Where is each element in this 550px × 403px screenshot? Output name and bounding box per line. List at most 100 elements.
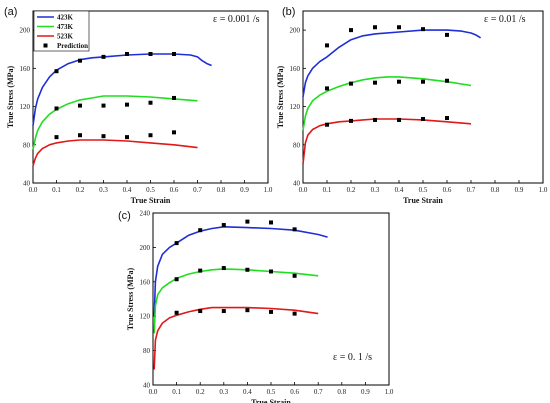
prediction-point [325,43,329,48]
y-tick-label: 120 [140,313,151,321]
prediction-point [174,310,179,315]
x-axis-label: True Strain [251,398,291,403]
x-tick-label: 0.1 [323,186,332,194]
prediction-point [125,135,129,140]
y-tick-label: 40 [23,180,31,188]
prediction-point [174,241,179,246]
prediction-point [325,86,329,91]
series-line-523K [32,139,198,167]
prediction-point [125,102,129,107]
x-tick-label: 0.0 [149,388,158,396]
x-tick-label: 0.3 [371,186,380,194]
series-line-523K [153,306,319,370]
prediction-point [373,80,377,85]
series-line-473K [32,95,198,150]
prediction-point [101,103,106,108]
prediction-point [148,52,153,56]
prediction-point [221,309,226,314]
x-tick-label: 0.4 [123,186,132,194]
prediction-point [148,100,153,105]
x-tick-label: 0.7 [314,388,323,396]
prediction-point [373,117,377,122]
prediction-point [349,28,353,33]
x-tick-label: 0.9 [240,186,249,194]
y-tick-label: 80 [143,347,151,355]
legend-label: 473K [57,23,74,31]
y-tick-label: 40 [293,180,301,188]
prediction-point [54,106,59,111]
x-tick-label: 0.2 [76,186,85,194]
x-tick-label: 0.7 [467,186,476,194]
prediction-point [221,223,226,228]
prediction-point [397,117,401,122]
prediction-point [172,95,176,100]
y-tick-label: 200 [140,244,151,252]
x-axis-label: True Strain [131,196,171,205]
prediction-point [125,52,129,56]
prediction-point [245,308,250,313]
y-tick-label: 160 [290,65,301,73]
series-line-523K [302,118,472,164]
y-tick-label: 80 [293,141,301,149]
y-tick-label: 200 [290,27,301,35]
prediction-point [198,268,203,273]
x-tick-label: 0.5 [419,186,428,194]
x-tick-label: 0.8 [217,186,226,194]
x-tick-label: 0.5 [146,186,155,194]
x-tick-label: 0.7 [193,186,202,194]
prediction-point [198,309,203,314]
x-tick-label: 0.4 [243,388,252,396]
prediction-point [292,227,297,232]
prediction-point [269,220,273,225]
legend-label: 423K [57,14,74,22]
prediction-point [54,69,59,74]
x-tick-label: 0.3 [219,388,228,396]
prediction-point [221,266,226,271]
legend-marker [43,43,48,48]
prediction-point [325,122,329,127]
prediction-point [245,219,250,224]
legend-label: 523K [57,33,74,41]
prediction-point [174,277,179,282]
y-tick-label: 120 [290,103,301,111]
prediction-point [269,309,273,314]
x-tick-label: 0.2 [347,186,356,194]
prediction-point [445,32,449,37]
series-line-423K [153,226,328,317]
prediction-point [397,25,401,30]
prediction-point [445,78,449,83]
x-tick-label: 0.0 [299,186,308,194]
y-axis-label: True Stress (MPa) [6,65,15,128]
x-tick-label: 0.0 [29,186,38,194]
legend-label: Prediction [57,42,88,50]
x-tick-label: 1.0 [385,388,394,396]
y-tick-label: 160 [140,278,151,286]
prediction-point [172,52,176,56]
prediction-point [421,27,425,32]
x-tick-label: 0.8 [491,186,500,194]
strain-rate-annotation: ε = 0.001 /s [213,14,260,25]
y-tick-label: 160 [20,65,31,73]
panel-label: (b) [282,6,295,18]
y-tick-label: 120 [20,103,31,111]
x-tick-label: 1.0 [264,186,273,194]
x-tick-label: 0.2 [196,388,205,396]
prediction-point [445,116,449,121]
prediction-point [78,58,82,63]
x-tick-label: 0.6 [290,388,299,396]
y-tick-label: 240 [140,210,151,218]
chart-panel-c: 0.0 0.1 0.2 0.3 0.4 0.5 0.6 0.7 0.8 0.9 1.0 40 80 120… [118,210,394,403]
prediction-point [148,133,153,138]
x-tick-label: 0.6 [443,186,452,194]
prediction-point [269,269,273,274]
panel-label: (c) [118,210,131,222]
prediction-point [421,116,425,121]
x-axis-label: True Strain [403,196,443,205]
x-tick-label: 0.9 [515,186,524,194]
y-tick-label: 80 [23,141,31,149]
chart-panel-a: 0.0 0.1 0.2 0.3 0.4 0.5 0.6 0.7 0.8 0.9 1.0 40 80 120… [4,6,273,205]
strain-rate-annotation: ε = 0.01 /s [484,14,526,25]
x-tick-label: 0.4 [395,186,404,194]
y-axis-label: True Stress (MPa) [276,65,285,128]
